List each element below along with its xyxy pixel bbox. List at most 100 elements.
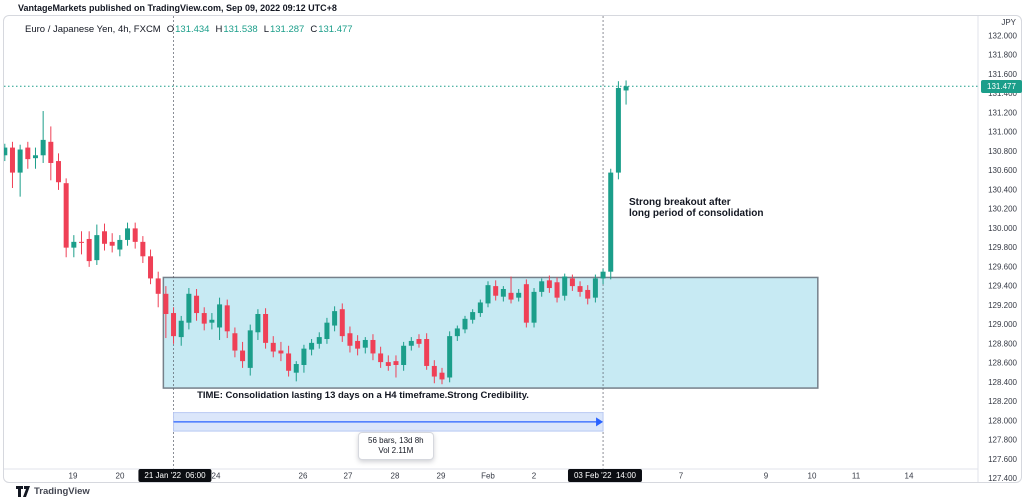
price-axis-label[interactable]: 128.000 xyxy=(988,416,1017,425)
time-axis-label[interactable]: 27 xyxy=(344,472,353,481)
candle-body xyxy=(608,172,614,272)
price-axis-label[interactable]: 132.000 xyxy=(988,32,1017,41)
candle-body xyxy=(178,320,184,338)
price-axis-label[interactable]: 131.200 xyxy=(988,108,1017,117)
last-price-badge: 131.477 xyxy=(981,80,1022,93)
time-axis-label[interactable]: 24 xyxy=(212,472,221,481)
price-axis-label[interactable]: 130.800 xyxy=(988,147,1017,156)
price-axis-label[interactable]: 127.600 xyxy=(988,455,1017,464)
candle-body xyxy=(431,365,437,377)
candle-body xyxy=(217,304,223,328)
candle-body xyxy=(4,147,8,156)
price-axis-label[interactable]: 128.600 xyxy=(988,359,1017,368)
candle-body xyxy=(263,314,269,343)
price-axis-label[interactable]: 131.600 xyxy=(988,70,1017,79)
time-axis-label[interactable]: 26 xyxy=(299,472,308,481)
time-axis-label[interactable]: 10 xyxy=(808,472,817,481)
price-axis-label[interactable]: 129.200 xyxy=(988,301,1017,310)
time-axis-label[interactable]: 9 xyxy=(764,472,769,481)
time-axis-label[interactable]: 11 xyxy=(852,472,861,481)
tradingview-logo[interactable]: TradingView xyxy=(16,486,90,497)
candle-body xyxy=(539,281,545,292)
price-axis-label[interactable]: 127.400 xyxy=(988,474,1017,482)
time-axis-label[interactable]: 19 xyxy=(69,472,78,481)
price-axis-label[interactable]: 130.600 xyxy=(988,166,1017,175)
candle-body xyxy=(155,278,161,294)
chart-canvas[interactable]: 132.000 131.800 131.600 131.400 131.200 131.0… xyxy=(4,16,1021,482)
time-annotation: TIME: Consolidation lasting 13 days on a… xyxy=(197,390,529,401)
tradingview-logo-icon xyxy=(16,486,30,497)
time-axis-label[interactable]: 28 xyxy=(391,472,400,481)
breakout-annotation: Strong breakout after long period of con… xyxy=(629,197,763,219)
price-axis-label[interactable]: 129.400 xyxy=(988,282,1017,291)
candle-body xyxy=(416,339,422,344)
candle-body xyxy=(86,238,92,262)
candle-body xyxy=(508,292,514,300)
consolidation-box[interactable] xyxy=(162,276,819,389)
candle-body xyxy=(355,340,361,349)
price-axis-label[interactable]: 130.400 xyxy=(988,185,1017,194)
candle-body xyxy=(224,305,230,332)
candle-body xyxy=(17,149,23,173)
high-label: H xyxy=(215,24,223,35)
open-label: O xyxy=(166,24,175,35)
price-axis-label[interactable]: 130.000 xyxy=(988,224,1017,233)
time-axis-label[interactable]: 14 xyxy=(905,472,914,481)
candle-body xyxy=(470,312,476,320)
time-badge-end: 03 Feb '22 14:00 xyxy=(567,469,643,482)
candle-body xyxy=(554,282,560,298)
candle-body xyxy=(385,362,391,366)
time-axis-label[interactable]: 20 xyxy=(116,472,125,481)
symbol-legend[interactable]: Euro / Japanese Yen, 4h, FXCM O 131.434 H… xyxy=(25,24,353,35)
candle-body xyxy=(324,322,330,340)
price-axis-label[interactable]: 128.800 xyxy=(988,339,1017,348)
candle-body xyxy=(79,241,84,243)
measure-tooltip-bars: 56 bars, 13d 8h xyxy=(368,436,424,445)
candle-body xyxy=(255,314,261,333)
candle-body xyxy=(32,155,38,159)
candle-body xyxy=(592,278,598,298)
time-axis-label[interactable]: Feb xyxy=(481,472,495,481)
time-axis-label[interactable]: 7 xyxy=(679,472,684,481)
candle-body xyxy=(301,348,307,365)
close-value: 131.477 xyxy=(318,24,353,35)
candle-body xyxy=(332,311,338,326)
candle-body xyxy=(201,313,207,324)
candle-body xyxy=(48,141,54,163)
candle-body xyxy=(163,293,169,315)
price-axis-label[interactable]: 128.200 xyxy=(988,397,1017,406)
candle-body xyxy=(109,241,115,246)
price-axis-label[interactable]: 129.000 xyxy=(988,320,1017,329)
candle-body xyxy=(477,302,483,314)
price-axis-label[interactable]: 131.800 xyxy=(988,51,1017,60)
candle-body xyxy=(247,330,253,368)
price-axis-label[interactable]: 127.800 xyxy=(988,436,1017,445)
price-axis-label[interactable]: 128.400 xyxy=(988,378,1017,387)
candle-body xyxy=(339,309,345,337)
low-label: L xyxy=(263,24,269,35)
breakout-annotation-line1: Strong breakout after xyxy=(629,197,731,208)
candle-body xyxy=(117,239,123,250)
price-axis-label[interactable]: 131.000 xyxy=(988,128,1017,137)
time-axis-label[interactable]: 2 xyxy=(532,472,537,481)
candle-body xyxy=(546,280,552,289)
measure-tooltip-volume: Vol 2.11M xyxy=(378,446,414,455)
candle-body xyxy=(40,139,46,156)
price-axis-label[interactable]: 129.600 xyxy=(988,262,1017,271)
candle-body xyxy=(132,228,138,242)
candle-body xyxy=(316,337,322,344)
candle-body xyxy=(500,288,506,297)
candle-body xyxy=(347,333,353,346)
measure-tooltip: 56 bars, 13d 8h Vol 2.11M xyxy=(358,432,434,460)
time-axis-label[interactable]: 29 xyxy=(437,472,446,481)
price-axis-label[interactable]: 131.400 xyxy=(988,89,1017,98)
price-axis-label[interactable]: 130.200 xyxy=(988,205,1017,214)
price-axis-label[interactable]: 129.800 xyxy=(988,243,1017,252)
attribution-text: VantageMarkets published on TradingView.… xyxy=(18,3,337,13)
candle-body xyxy=(148,256,154,279)
candle-body xyxy=(447,336,453,378)
price-axis-currency: JPY xyxy=(1001,18,1016,27)
candle-body xyxy=(171,313,177,337)
candle-body xyxy=(623,86,629,91)
candle-body xyxy=(485,285,491,304)
